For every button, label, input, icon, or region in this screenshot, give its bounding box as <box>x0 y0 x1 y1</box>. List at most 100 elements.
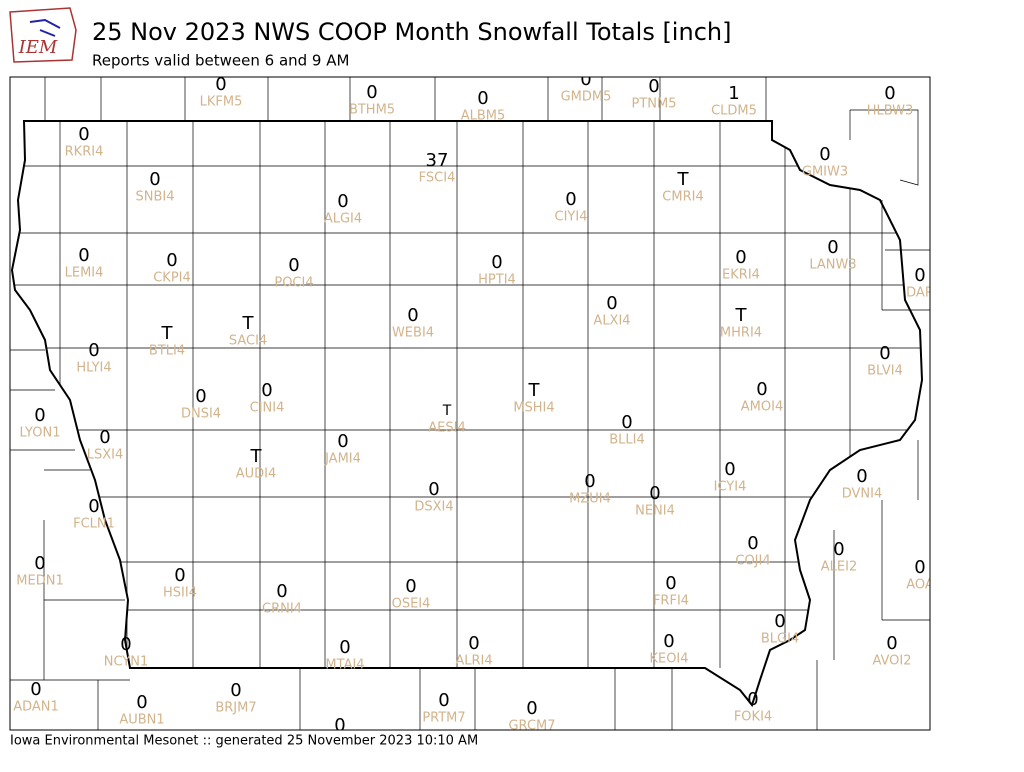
station-id: CKPI4 <box>153 271 191 286</box>
station-value: 0 <box>215 74 226 95</box>
station-value: 0 <box>438 690 449 711</box>
station-value: 0 <box>774 611 785 632</box>
station-id: ADAN1 <box>13 700 59 715</box>
station-value: 0 <box>886 633 897 654</box>
station-id: NCYN1 <box>104 655 149 670</box>
station-value: 0 <box>649 483 660 504</box>
station-value: 0 <box>724 459 735 480</box>
station-id: GMIW3 <box>802 165 848 180</box>
station-id: DVNI4 <box>842 487 883 502</box>
station-value: 0 <box>405 576 416 597</box>
map-frame <box>9 76 931 731</box>
station-value: 0 <box>491 252 502 273</box>
station-value: 0 <box>879 343 890 364</box>
station-value: 0 <box>827 237 838 258</box>
station-value: 0 <box>565 189 576 210</box>
station-value: 0 <box>428 479 439 500</box>
station-id: COJI4 <box>735 554 770 569</box>
station-id: LSXI4 <box>87 448 124 463</box>
station-id: OSEI4 <box>392 597 431 612</box>
station-id: RKRI4 <box>65 145 104 160</box>
station-id: MZUI4 <box>569 492 611 507</box>
station-value: 0 <box>665 573 676 594</box>
station-id: POCI4 <box>274 276 313 291</box>
station-value: 0 <box>914 265 925 286</box>
station-value: T <box>442 403 452 419</box>
station-id: PTNM5 <box>632 97 677 112</box>
station-value: 0 <box>261 380 272 401</box>
station-id: LYON1 <box>20 426 61 441</box>
station-id: MHRI4 <box>720 326 762 341</box>
station-value: 0 <box>648 76 659 97</box>
station-id: LEMI4 <box>65 266 104 281</box>
station-id: LKFM5 <box>200 95 243 110</box>
station-id: MTAI4 <box>325 658 364 673</box>
station-value: 0 <box>88 340 99 361</box>
station-value: 0 <box>149 169 160 190</box>
station-id: CLDM5 <box>711 104 757 119</box>
station-id: BLGI4 <box>761 632 799 647</box>
station-id: PRTM7 <box>422 711 465 726</box>
station-id: ALXI4 <box>593 314 630 329</box>
station-value: T <box>528 380 541 401</box>
station-id: CMRI4 <box>662 190 703 205</box>
station-value: 0 <box>337 431 348 452</box>
logo-text: IEM <box>18 37 58 58</box>
station-value: 0 <box>339 637 350 658</box>
station-id: ALBM5 <box>461 109 506 124</box>
station-id: FOKI4 <box>734 710 772 725</box>
station-value: 37 <box>426 150 449 171</box>
station-id: EKRI4 <box>722 268 760 283</box>
station-id: BRJM7 <box>215 701 256 716</box>
station-id: HLYI4 <box>76 361 111 376</box>
station-id: CIYI4 <box>555 210 588 225</box>
station-id: AESI4 <box>428 421 465 436</box>
station-value: 0 <box>88 496 99 517</box>
station-id: SNBI4 <box>136 190 175 205</box>
station-value: 0 <box>407 305 418 326</box>
station-value: 0 <box>334 715 345 736</box>
station-id: BLVI4 <box>867 364 903 379</box>
station-value: 0 <box>747 533 758 554</box>
station-value: 0 <box>34 405 45 426</box>
station-value: 0 <box>366 82 377 103</box>
station-value: 0 <box>884 83 895 104</box>
station-value: 0 <box>34 553 45 574</box>
station-id: MSHI4 <box>513 401 554 416</box>
station-id: GRCM7 <box>508 719 555 734</box>
station-id: HSII4 <box>163 586 197 601</box>
station-id: FSCI4 <box>419 171 456 186</box>
station-value: 0 <box>288 255 299 276</box>
station-id: DNSI4 <box>181 407 221 422</box>
station-value: 0 <box>914 557 925 578</box>
station-value: T <box>735 305 748 326</box>
station-value: 0 <box>584 471 595 492</box>
station-id: MEDN1 <box>16 574 63 589</box>
station-value: 0 <box>136 692 147 713</box>
station-id: BLLI4 <box>609 433 645 448</box>
station-value: 0 <box>195 386 206 407</box>
station-value: 0 <box>78 245 89 266</box>
station-id: DSXI4 <box>414 500 453 515</box>
station-id: ALGI4 <box>324 212 362 227</box>
station-value: 0 <box>468 633 479 654</box>
station-id: SACI4 <box>229 334 267 349</box>
station-value: 0 <box>833 539 844 560</box>
station-value: 0 <box>120 634 131 655</box>
station-value: 0 <box>276 581 287 602</box>
station-id: HLBW3 <box>867 104 914 119</box>
station-value: 0 <box>819 144 830 165</box>
station-value: 0 <box>621 412 632 433</box>
station-id: AMOI4 <box>741 400 783 415</box>
station-id: AUDI4 <box>236 467 277 482</box>
station-value: 0 <box>477 88 488 109</box>
station-value: 0 <box>99 427 110 448</box>
station-id: WEBI4 <box>392 326 434 341</box>
station-value: T <box>161 323 174 344</box>
station-id: BTLI4 <box>149 344 185 359</box>
station-id: FRFI4 <box>653 594 689 609</box>
